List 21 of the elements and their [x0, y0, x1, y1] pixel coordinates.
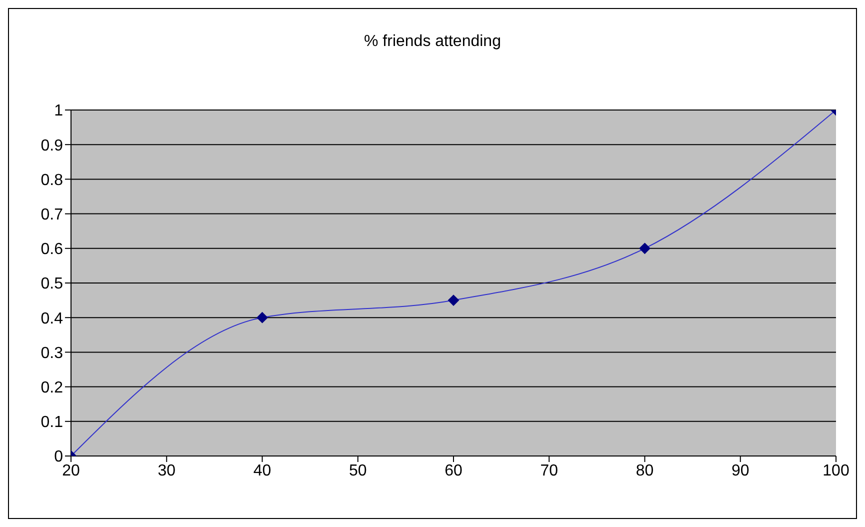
x-tick-label: 50: [348, 462, 367, 480]
y-tick-label: 0.4: [40, 310, 64, 328]
y-tick-label: 1: [54, 102, 64, 120]
chart-title: % friends attending: [363, 33, 502, 51]
x-tick-label: 100: [822, 462, 850, 480]
y-tick-label: 0.5: [40, 276, 64, 293]
x-tick-label: 40: [253, 462, 272, 480]
x-tick-label: 30: [158, 462, 176, 480]
x-tick-label: 60: [444, 462, 462, 480]
y-tick-label: 0.2: [40, 379, 64, 396]
y-tick-label: 0.9: [40, 137, 64, 154]
x-tick-label: 80: [636, 462, 654, 480]
y-tick-label: 0.7: [40, 206, 64, 224]
x-tick-label: 20: [62, 462, 80, 480]
x-tick-label: 90: [731, 462, 750, 480]
y-tick-label: 0.3: [40, 344, 64, 362]
y-tick-label: 0.8: [40, 172, 64, 189]
x-tick-label: 70: [540, 462, 558, 480]
y-tick-label: 0: [54, 448, 64, 466]
y-tick-label: 0.1: [40, 414, 64, 432]
y-tick-label: 0.6: [40, 241, 64, 258]
